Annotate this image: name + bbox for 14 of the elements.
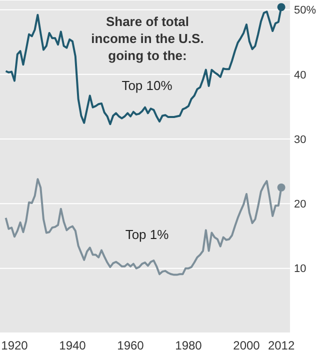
series-label: Top 10% <box>120 78 174 93</box>
x-tick-label: 1980 <box>175 338 202 353</box>
series-label: Top 1% <box>124 226 170 242</box>
y-tick-label: 20 <box>294 198 306 211</box>
text: Share of total income in the U.S. going to the: <box>90 13 205 64</box>
x-tick-label: 1920 <box>1 338 28 353</box>
x-tick-label: 2000 <box>233 338 260 353</box>
y-tick-label: 50% <box>294 4 316 17</box>
y-tick-label: 30 <box>294 134 306 146</box>
y-tick-label: 10 <box>294 263 306 276</box>
y-tick-label: 40 <box>294 69 306 82</box>
x-tick-label: 1940 <box>59 338 86 353</box>
x-tick-label: 1960 <box>117 338 144 353</box>
x-tick-label: 2012 <box>268 338 295 353</box>
